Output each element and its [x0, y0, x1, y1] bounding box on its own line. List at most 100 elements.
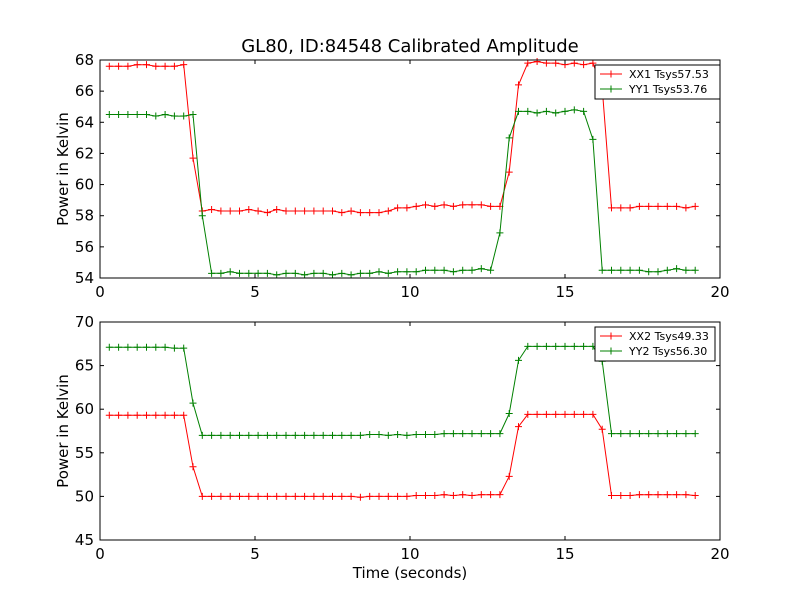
data-point — [487, 430, 495, 438]
data-point — [459, 266, 467, 274]
legend-marker-2 — [607, 85, 615, 93]
data-point — [449, 268, 457, 276]
data-point — [226, 268, 234, 276]
data-point — [356, 269, 364, 277]
data-point — [617, 430, 625, 438]
data-point — [161, 411, 169, 419]
data-point — [170, 411, 178, 419]
data-point — [208, 205, 216, 213]
data-point — [301, 431, 309, 439]
data-point — [682, 204, 690, 212]
data-point — [282, 431, 290, 439]
data-point — [208, 431, 216, 439]
y-tick-label: 62 — [75, 144, 94, 162]
data-point — [245, 205, 253, 213]
data-point — [682, 430, 690, 438]
data-point — [459, 491, 467, 499]
data-point — [496, 491, 504, 499]
data-point — [682, 266, 690, 274]
data-point — [431, 202, 439, 210]
y-tick-label: 60 — [75, 176, 94, 194]
data-point — [682, 491, 690, 499]
y-tick-label: 66 — [75, 82, 94, 100]
data-point — [394, 492, 402, 500]
data-point — [245, 431, 253, 439]
data-point — [208, 492, 216, 500]
data-point — [347, 492, 355, 500]
data-point — [124, 62, 132, 70]
data-point — [663, 266, 671, 274]
data-point — [561, 107, 569, 115]
data-point — [329, 492, 336, 500]
data-point — [403, 268, 411, 276]
data-point — [691, 266, 699, 274]
data-point — [645, 430, 653, 438]
data-point — [654, 268, 662, 276]
data-point — [487, 266, 495, 274]
data-point — [338, 492, 346, 500]
legend-marker-1 — [607, 332, 615, 340]
data-point — [291, 431, 299, 439]
data-point — [422, 266, 429, 274]
y-tick-label: 64 — [75, 113, 94, 131]
data-point — [673, 265, 681, 273]
data-point — [273, 271, 281, 279]
data-point — [440, 491, 448, 499]
data-point — [180, 344, 188, 352]
data-point — [626, 266, 634, 274]
data-point — [170, 344, 178, 352]
data-point — [143, 61, 150, 69]
data-point — [356, 209, 364, 217]
data-point — [375, 492, 383, 500]
data-point — [301, 492, 309, 500]
x-tick-label: 15 — [555, 283, 574, 301]
data-point — [310, 207, 318, 215]
data-point — [329, 431, 336, 439]
data-point — [384, 431, 392, 439]
data-point — [263, 431, 271, 439]
data-point — [301, 271, 309, 279]
data-point — [440, 201, 448, 209]
data-point — [487, 202, 495, 210]
data-point — [477, 491, 485, 499]
data-point — [180, 411, 188, 419]
data-point — [310, 492, 318, 500]
data-point — [654, 430, 662, 438]
data-point — [487, 491, 495, 499]
data-point — [217, 431, 225, 439]
legend-box — [594, 326, 716, 362]
data-point — [319, 431, 327, 439]
data-point — [663, 491, 671, 499]
y-tick-label: 54 — [75, 269, 94, 287]
data-point — [291, 207, 299, 215]
data-point — [505, 168, 513, 176]
data-point — [515, 81, 522, 89]
data-point — [691, 492, 699, 500]
data-point — [422, 201, 429, 209]
data-point — [552, 59, 560, 67]
x-tick-label: 10 — [400, 545, 419, 563]
data-point — [477, 265, 485, 273]
data-point — [291, 492, 299, 500]
data-point — [477, 201, 485, 209]
data-point — [347, 431, 355, 439]
data-point — [226, 431, 234, 439]
data-point — [198, 431, 206, 439]
x-tick-label: 5 — [250, 545, 260, 563]
data-point — [673, 430, 681, 438]
data-point — [319, 492, 327, 500]
legend-box — [594, 64, 721, 100]
data-point — [180, 61, 188, 69]
data-point — [356, 431, 364, 439]
data-point — [384, 269, 392, 277]
subplot-2: 0 5 10 15 20 45 50 55 60 65 70 Power in Kelvin Time … — [54, 313, 730, 582]
data-point — [505, 472, 513, 480]
data-point — [580, 410, 588, 418]
data-point — [524, 342, 532, 350]
data-point — [663, 430, 671, 438]
data-point — [226, 492, 234, 500]
data-point — [691, 430, 699, 438]
subplot-1: 0 5 10 15 20 54 56 58 60 62 64 66 68 Power in Kelvin X… — [54, 51, 730, 301]
data-point — [654, 491, 662, 499]
